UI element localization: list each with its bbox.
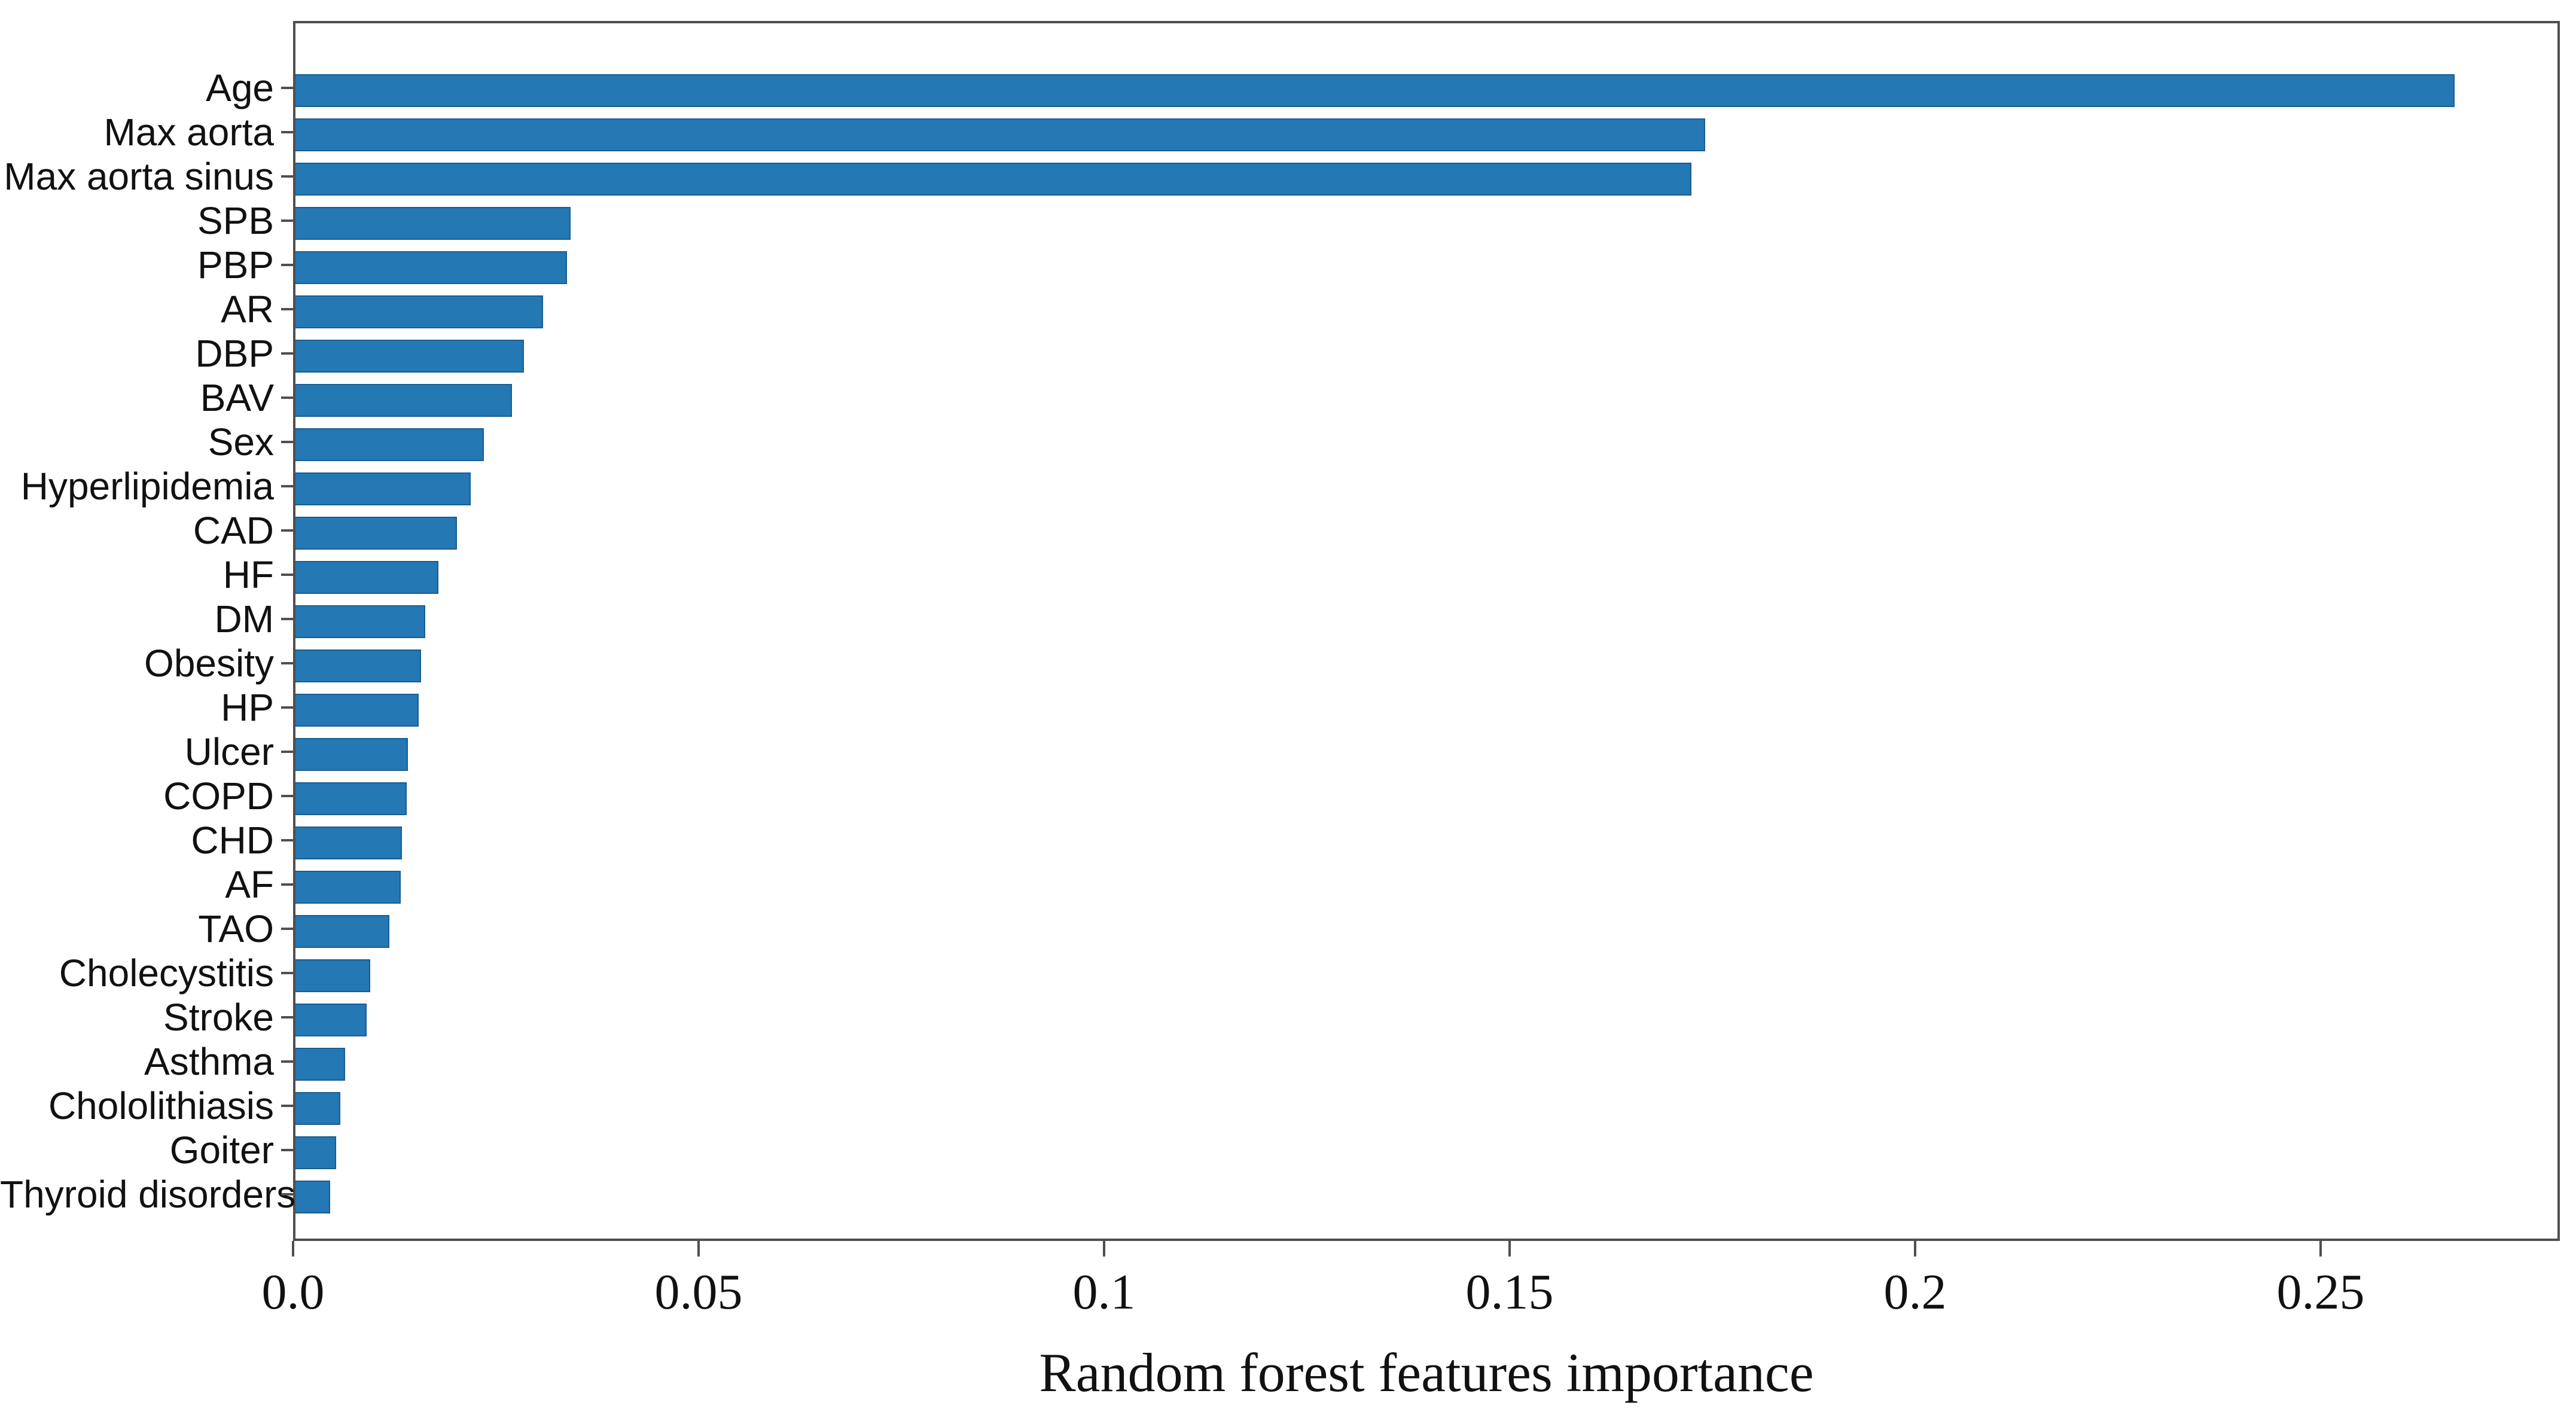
y-tick-mark — [281, 574, 293, 576]
y-tick-mark — [281, 131, 293, 133]
bar-sex — [295, 428, 484, 461]
bar-thyroid-disorders — [295, 1180, 330, 1213]
bar-cad — [295, 516, 457, 550]
y-tick-mark — [281, 1060, 293, 1063]
bar-pbp — [295, 251, 567, 284]
y-tick-mark — [281, 618, 293, 620]
bar-asthma — [295, 1047, 345, 1081]
y-tick-mark — [281, 352, 293, 355]
x-tick-label: 0.2 — [1883, 1264, 1947, 1320]
y-tick-label: Chololithiasis — [48, 1084, 274, 1127]
y-tick-mark — [281, 441, 293, 443]
y-tick-mark — [281, 1149, 293, 1151]
plot-area — [293, 21, 2560, 1241]
bar-cholecystitis — [295, 959, 370, 992]
y-tick-label: PBP — [197, 243, 274, 286]
x-tick-label: 0.05 — [654, 1264, 743, 1320]
y-tick-mark — [281, 397, 293, 399]
bar-hf — [295, 560, 438, 594]
y-tick-label: DBP — [195, 332, 274, 375]
x-tick-mark — [1508, 1241, 1511, 1257]
y-tick-label: HP — [221, 686, 274, 729]
y-tick-label: HF — [222, 553, 274, 596]
y-tick-mark — [281, 1105, 293, 1107]
y-tick-label: Asthma — [144, 1040, 274, 1083]
bar-obesity — [295, 649, 421, 682]
bar-ulcer — [295, 737, 408, 771]
bar-af — [295, 870, 401, 904]
bar-chd — [295, 826, 402, 859]
y-tick-label: Max aorta sinus — [4, 155, 274, 198]
bar-hyperlipidemia — [295, 472, 471, 505]
y-tick-label: AR — [221, 288, 274, 331]
y-tick-label: Sex — [208, 420, 274, 463]
y-tick-mark — [281, 175, 293, 178]
y-tick-label: BAV — [200, 376, 274, 419]
y-tick-mark — [281, 928, 293, 930]
y-tick-mark — [281, 662, 293, 664]
x-tick-label: 0.15 — [1465, 1264, 1554, 1320]
bar-copd — [295, 782, 407, 815]
y-tick-mark — [281, 485, 293, 487]
y-tick-label: COPD — [163, 774, 274, 818]
bar-spb — [295, 206, 571, 240]
x-tick-mark — [292, 1241, 294, 1257]
y-tick-mark — [281, 219, 293, 222]
x-tick-mark — [2319, 1241, 2322, 1257]
y-tick-label: AF — [225, 863, 274, 906]
y-tick-mark — [281, 1016, 293, 1018]
y-tick-label: Hyperlipidemia — [20, 465, 274, 508]
x-tick-mark — [697, 1241, 700, 1257]
bar-dbp — [295, 339, 524, 373]
y-tick-mark — [281, 839, 293, 841]
bar-bav — [295, 383, 512, 417]
y-tick-label: Age — [206, 66, 274, 109]
y-tick-label: SPB — [197, 199, 274, 242]
y-tick-mark — [281, 529, 293, 532]
y-tick-mark — [281, 87, 293, 89]
x-tick-label: 0.25 — [2276, 1264, 2365, 1320]
y-tick-label: TAO — [198, 907, 274, 950]
bar-dm — [295, 605, 425, 638]
bar-hp — [295, 693, 419, 727]
y-tick-label: Max aorta — [103, 111, 274, 154]
y-tick-mark — [281, 706, 293, 709]
x-tick-label: 0.0 — [261, 1264, 325, 1320]
y-tick-mark — [281, 1193, 293, 1196]
y-tick-label: Ulcer — [184, 730, 274, 773]
y-tick-label: Stroke — [163, 996, 274, 1039]
x-axis-title: Random forest features importance — [1039, 1342, 1814, 1403]
bar-age — [295, 74, 2455, 107]
bar-goiter — [295, 1136, 336, 1169]
y-tick-label: DM — [214, 597, 274, 641]
y-tick-mark — [281, 308, 293, 310]
y-tick-mark — [281, 264, 293, 266]
y-tick-label: Thyroid disorders — [0, 1173, 296, 1216]
bar-stroke — [295, 1003, 367, 1036]
bar-chololithiasis — [295, 1091, 340, 1125]
y-tick-label: CHD — [191, 819, 274, 862]
x-tick-label: 0.1 — [1072, 1264, 1136, 1320]
x-tick-mark — [1102, 1241, 1105, 1257]
y-tick-mark — [281, 795, 293, 797]
y-tick-label: Goiter — [169, 1129, 274, 1172]
y-tick-label: Obesity — [144, 642, 274, 685]
y-tick-mark — [281, 972, 293, 974]
bar-ar — [295, 295, 543, 328]
x-tick-mark — [1913, 1241, 1916, 1257]
bar-max-aorta-sinus — [295, 162, 1691, 196]
bar-tao — [295, 914, 389, 948]
y-tick-mark — [281, 751, 293, 753]
bar-max-aorta — [295, 118, 1705, 151]
y-tick-label: Cholecystitis — [59, 952, 274, 995]
y-tick-label: CAD — [193, 509, 274, 552]
y-tick-mark — [281, 883, 293, 886]
